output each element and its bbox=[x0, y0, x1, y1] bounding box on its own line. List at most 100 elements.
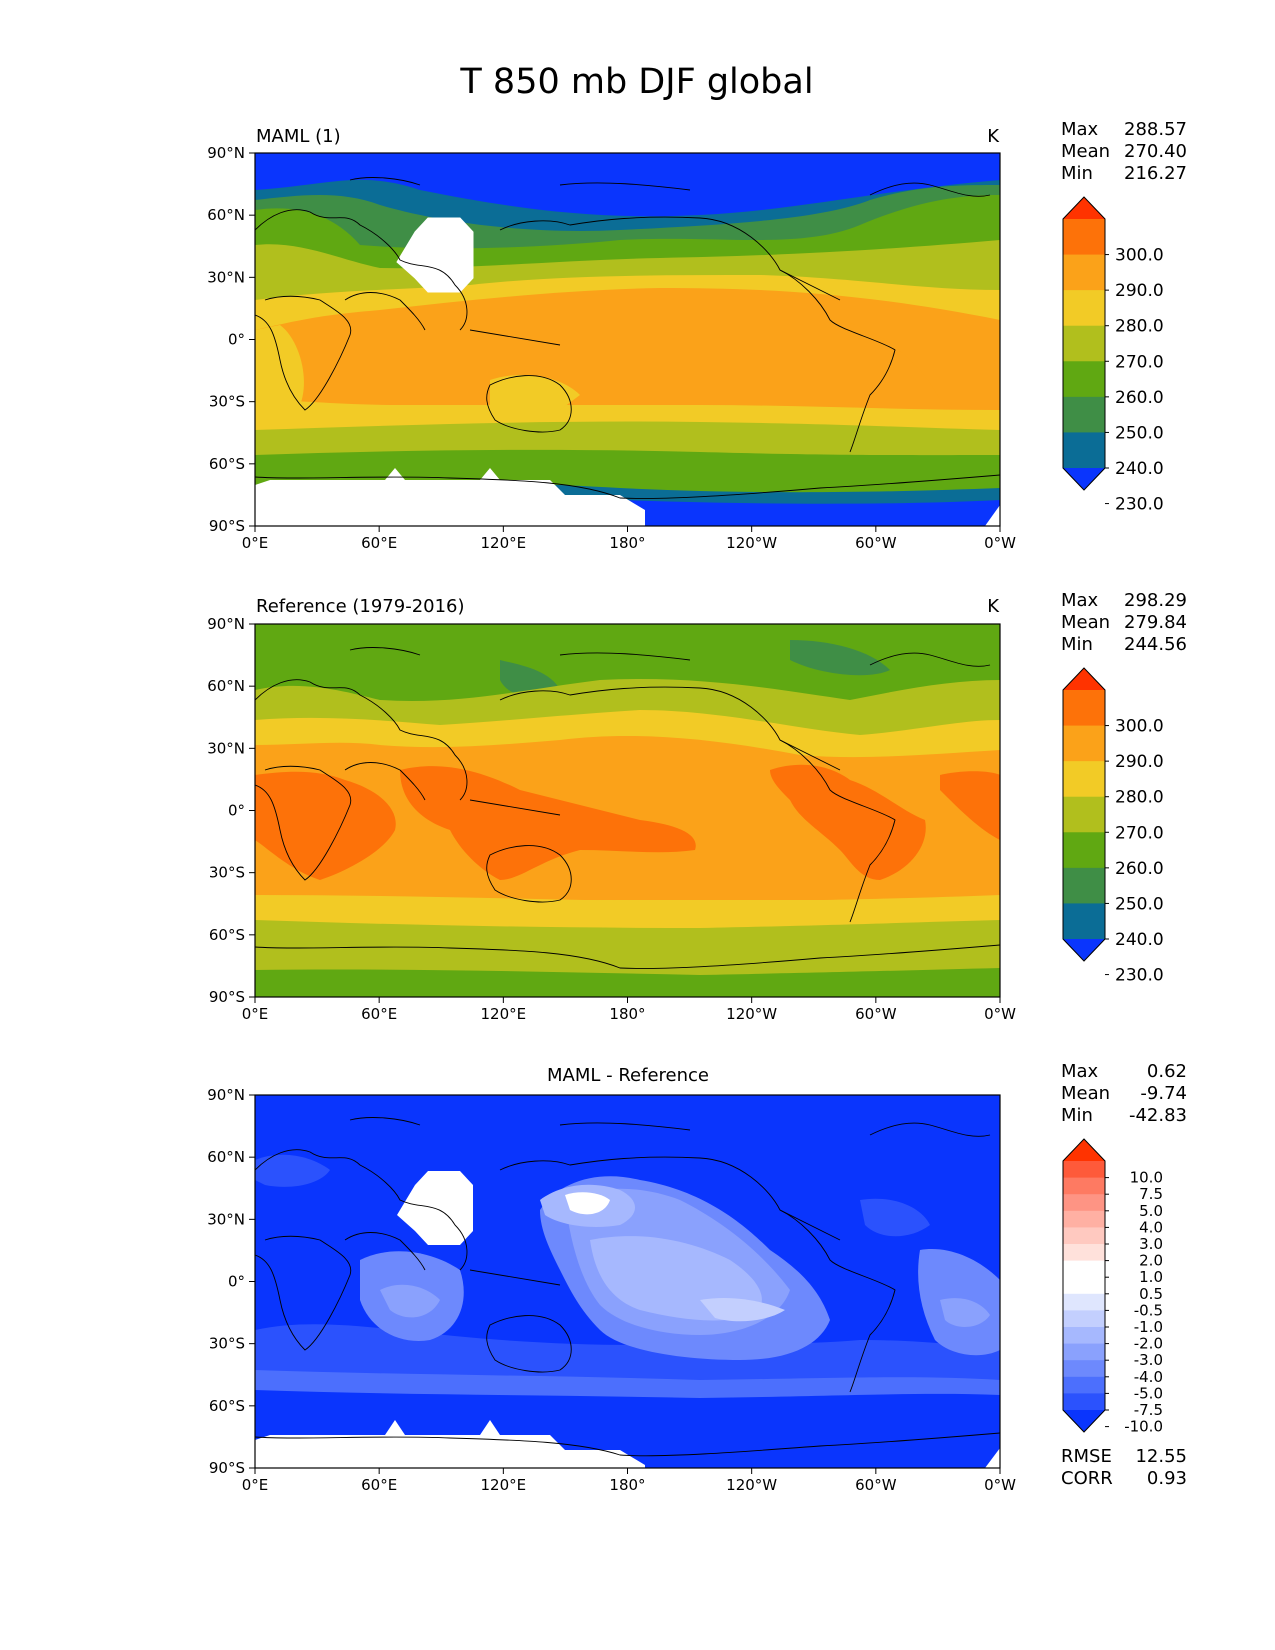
lon-tick-label: 180° bbox=[609, 1476, 645, 1494]
panel-reference-units: K bbox=[987, 596, 1000, 617]
lon-tick-label: 60°W bbox=[855, 534, 897, 552]
colorbar-label: 270.0 bbox=[1115, 823, 1164, 843]
stat-label: Mean bbox=[1061, 141, 1110, 162]
lat-tick-label: 30°S bbox=[209, 864, 245, 882]
colorbar-label: -1.0 bbox=[1134, 1318, 1163, 1336]
panel-test-units: K bbox=[987, 126, 1000, 147]
stat-label: Mean bbox=[1061, 1083, 1110, 1104]
corr-label: CORR bbox=[1061, 1468, 1113, 1489]
panel-test-colorbar: 300.0 290.0 280.0 270.0 260.0 250.0 240.0 230.0 bbox=[1062, 196, 1164, 515]
panel-diff-map bbox=[255, 1095, 1000, 1468]
lat-tick-label: 90°S bbox=[209, 517, 245, 535]
lon-tick-label: 120°W bbox=[726, 1476, 777, 1494]
colorbar-segment bbox=[1063, 1343, 1105, 1361]
colorbar-segment bbox=[1063, 1293, 1105, 1311]
colorbar-label: 5.0 bbox=[1139, 1202, 1163, 1220]
stat-value: 288.57 bbox=[1124, 119, 1187, 140]
lat-tick-label: 60°S bbox=[209, 455, 245, 473]
colorbar-label: 280.0 bbox=[1115, 788, 1164, 808]
lon-tick-label: 60°E bbox=[361, 1476, 397, 1494]
lat-tick-label: 60°N bbox=[207, 677, 245, 695]
lat-tick-label: 90°S bbox=[209, 1459, 245, 1477]
colorbar-segment bbox=[1063, 1177, 1105, 1195]
panel-test-map bbox=[255, 153, 1000, 526]
stat-value: -42.83 bbox=[1129, 1105, 1187, 1126]
lon-tick-label: 120°E bbox=[481, 534, 527, 552]
colorbar-segment bbox=[1063, 290, 1105, 327]
rmse-value: 12.55 bbox=[1135, 1446, 1187, 1467]
lon-tick-label: 180° bbox=[609, 1005, 645, 1023]
lat-tick-label: 90°N bbox=[207, 1086, 245, 1104]
stat-value: 216.27 bbox=[1124, 163, 1187, 184]
colorbar-segment bbox=[1063, 1393, 1105, 1411]
colorbar-segment bbox=[1063, 1161, 1105, 1179]
colorbar-label: 260.0 bbox=[1115, 859, 1164, 879]
colorbar-label: 300.0 bbox=[1115, 717, 1164, 737]
colorbar-label: 2.0 bbox=[1139, 1252, 1163, 1270]
colorbar-segment bbox=[1063, 396, 1105, 433]
colorbar-label: 240.0 bbox=[1115, 930, 1164, 950]
colorbar-label: 4.0 bbox=[1139, 1218, 1163, 1236]
colorbar-segment bbox=[1063, 832, 1105, 869]
colorbar-extend-min bbox=[1063, 1410, 1105, 1432]
lat-tick-label: 30°N bbox=[207, 268, 245, 286]
colorbar-label: 300.0 bbox=[1115, 246, 1164, 266]
panel-reference-map bbox=[255, 624, 1000, 997]
lon-tick-label: 0°E bbox=[242, 1005, 269, 1023]
stat-label: Max bbox=[1061, 590, 1099, 611]
colorbar-extend-max bbox=[1063, 668, 1105, 690]
panel-diff-colorbar: 10.07.55.04.03.02.01.00.5-0.5-1.0-2.0-3.… bbox=[1062, 1138, 1163, 1436]
colorbar-extend-min bbox=[1063, 939, 1105, 961]
colorbar-segment bbox=[1063, 361, 1105, 398]
colorbar-segment bbox=[1063, 761, 1105, 798]
colorbar-extend-min bbox=[1063, 468, 1105, 490]
colorbar-segment bbox=[1063, 903, 1105, 940]
lat-tick-label: 90°S bbox=[209, 988, 245, 1006]
lon-tick-label: 0°E bbox=[242, 534, 269, 552]
lon-tick-label: 60°E bbox=[361, 1005, 397, 1023]
colorbar-label: -4.0 bbox=[1134, 1368, 1163, 1386]
colorbar-extend-max bbox=[1063, 1139, 1105, 1161]
colorbar-label: -0.5 bbox=[1134, 1301, 1163, 1319]
panel-test: MAML (1) K bbox=[254, 119, 1187, 527]
colorbar-label: -2.0 bbox=[1134, 1335, 1163, 1353]
lat-tick-label: 60°S bbox=[209, 926, 245, 944]
colorbar-label: 10.0 bbox=[1130, 1169, 1163, 1187]
colorbar-segment bbox=[1063, 1360, 1105, 1378]
figure-title: T 850 mb DJF global bbox=[459, 62, 813, 102]
panel-reference: Reference (1979-2016) K bbox=[254, 590, 1187, 998]
panel-reference-colorbar: 300.0 290.0 280.0 270.0 260.0 250.0 240.0 230.0 bbox=[1062, 667, 1164, 986]
lon-tick-label: 60°W bbox=[855, 1005, 897, 1023]
colorbar-segment bbox=[1063, 725, 1105, 762]
stat-value: 298.29 bbox=[1124, 590, 1187, 611]
colorbar-segment bbox=[1063, 1327, 1105, 1345]
stat-label: Min bbox=[1061, 634, 1093, 655]
colorbar-label: -5.0 bbox=[1134, 1384, 1163, 1402]
lon-tick-label: 120°W bbox=[726, 534, 777, 552]
colorbar-label: 1.0 bbox=[1139, 1268, 1163, 1286]
lon-tick-label: 60°W bbox=[855, 1476, 897, 1494]
colorbar-segment bbox=[1063, 432, 1105, 469]
colorbar-segment bbox=[1063, 1227, 1105, 1245]
colorbar-segment bbox=[1063, 796, 1105, 833]
colorbar-segment bbox=[1063, 1194, 1105, 1212]
stat-value: 244.56 bbox=[1124, 634, 1187, 655]
colorbar-label: 250.0 bbox=[1115, 423, 1164, 443]
colorbar-label: 240.0 bbox=[1115, 459, 1164, 479]
lon-tick-label: 60°E bbox=[361, 534, 397, 552]
lat-tick-label: 30°S bbox=[209, 1335, 245, 1353]
stat-label: Mean bbox=[1061, 612, 1110, 633]
colorbar-label: -3.0 bbox=[1134, 1351, 1163, 1369]
lon-tick-label: 120°W bbox=[726, 1005, 777, 1023]
colorbar-segment bbox=[1063, 867, 1105, 904]
colorbar-segment bbox=[1063, 1277, 1105, 1295]
lat-tick-label: 60°N bbox=[207, 1148, 245, 1166]
colorbar-extend-max bbox=[1063, 197, 1105, 219]
stat-label: Min bbox=[1061, 163, 1093, 184]
stat-value: 270.40 bbox=[1124, 141, 1187, 162]
colorbar-label: 3.0 bbox=[1139, 1235, 1163, 1253]
lat-tick-label: 30°S bbox=[209, 393, 245, 411]
colorbar-segment bbox=[1063, 1260, 1105, 1278]
colorbar-segment bbox=[1063, 1310, 1105, 1328]
